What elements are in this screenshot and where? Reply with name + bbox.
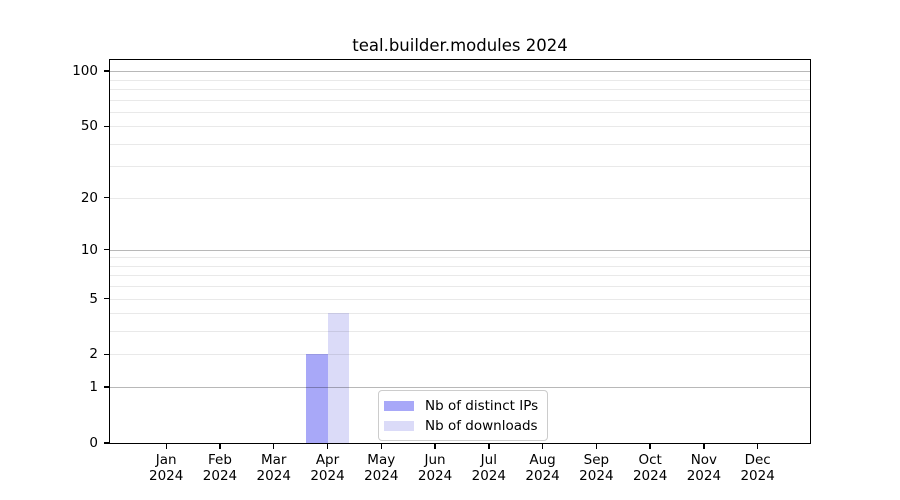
x-tick-label: May 2024	[364, 452, 399, 484]
plot-area: Nb of distinct IPs Nb of downloads	[109, 59, 811, 444]
x-tick-label: Apr 2024	[310, 452, 345, 484]
gridline-minor	[110, 79, 810, 81]
x-axis-tick	[756, 444, 759, 450]
gridline-minor	[110, 197, 810, 199]
x-axis-tick	[165, 444, 167, 450]
x-tick-label: Jun 2024	[417, 452, 453, 484]
x-axis-tick	[488, 444, 490, 450]
y-axis-tick	[103, 125, 110, 127]
x-axis-tick	[595, 444, 598, 450]
bar-nb-of-downloads	[327, 313, 349, 443]
x-tick-label: Jul 2024	[471, 452, 506, 484]
gridline-minor	[110, 99, 810, 101]
y-tick-label: 2	[89, 346, 98, 363]
chart-title: teal.builder.modules 2024	[352, 36, 568, 55]
x-axis-tick	[541, 444, 544, 450]
x-axis-tick	[649, 444, 651, 450]
y-axis-tick	[103, 70, 110, 72]
legend-swatch-downloads	[384, 421, 414, 431]
y-tick-label: 1	[89, 379, 98, 396]
y-axis-tick	[103, 197, 110, 199]
x-tick-label: Mar 2024	[256, 452, 291, 484]
gridline-minor	[110, 111, 810, 113]
gridline-minor	[110, 88, 810, 90]
gridline-minor	[110, 331, 810, 333]
gridline-minor	[110, 265, 810, 267]
x-axis-tick	[326, 444, 329, 450]
y-axis-tick	[103, 297, 110, 300]
y-axis-tick	[103, 386, 110, 388]
x-axis-tick	[219, 444, 221, 450]
gridline-minor	[110, 354, 810, 356]
y-tick-label: 10	[80, 241, 98, 258]
y-tick-label: 0	[89, 435, 98, 451]
x-tick-label: Sep 2024	[579, 452, 614, 484]
gridline-minor	[110, 275, 810, 277]
legend-item-distinct-ips: Nb of distinct IPs	[384, 396, 538, 416]
legend-label-distinct-ips: Nb of distinct IPs	[425, 398, 539, 414]
x-tick-label: Jan 2024	[149, 452, 184, 484]
gridline-minor	[110, 143, 810, 145]
gridline-minor	[110, 257, 810, 259]
y-axis-tick	[103, 442, 110, 444]
x-axis-tick	[434, 444, 436, 450]
x-axis-tick	[380, 444, 382, 450]
plot-inner	[110, 60, 810, 443]
gridline-minor	[110, 286, 810, 288]
x-axis-tick	[703, 444, 705, 450]
x-axis-tick	[273, 444, 275, 450]
x-tick-label: Nov 2024	[686, 452, 722, 484]
legend-swatch-distinct-ips	[384, 401, 414, 411]
gridline-minor	[110, 166, 810, 168]
gridline-major	[110, 387, 810, 389]
y-tick-label: 100	[72, 63, 98, 80]
gridline-major	[110, 71, 810, 73]
y-tick-label: 5	[89, 290, 98, 307]
gridline-minor	[110, 313, 810, 315]
y-tick-label: 20	[80, 189, 98, 206]
gridline-major	[110, 249, 810, 251]
gridline-minor	[110, 298, 810, 300]
bar-nb-of-distinct-ips	[306, 354, 328, 443]
y-axis-tick	[103, 249, 110, 251]
legend-item-downloads: Nb of downloads	[384, 416, 538, 436]
x-tick-label: Aug 2024	[525, 452, 560, 484]
x-tick-label: Feb 2024	[202, 452, 238, 484]
legend-label-downloads: Nb of downloads	[425, 418, 538, 434]
legend: Nb of distinct IPs Nb of downloads	[378, 390, 549, 441]
y-tick-label: 50	[80, 118, 98, 135]
x-tick-label: Dec 2024	[740, 452, 775, 484]
gridline-minor	[110, 126, 810, 128]
y-axis-tick	[103, 353, 110, 356]
x-tick-label: Oct 2024	[632, 452, 668, 484]
